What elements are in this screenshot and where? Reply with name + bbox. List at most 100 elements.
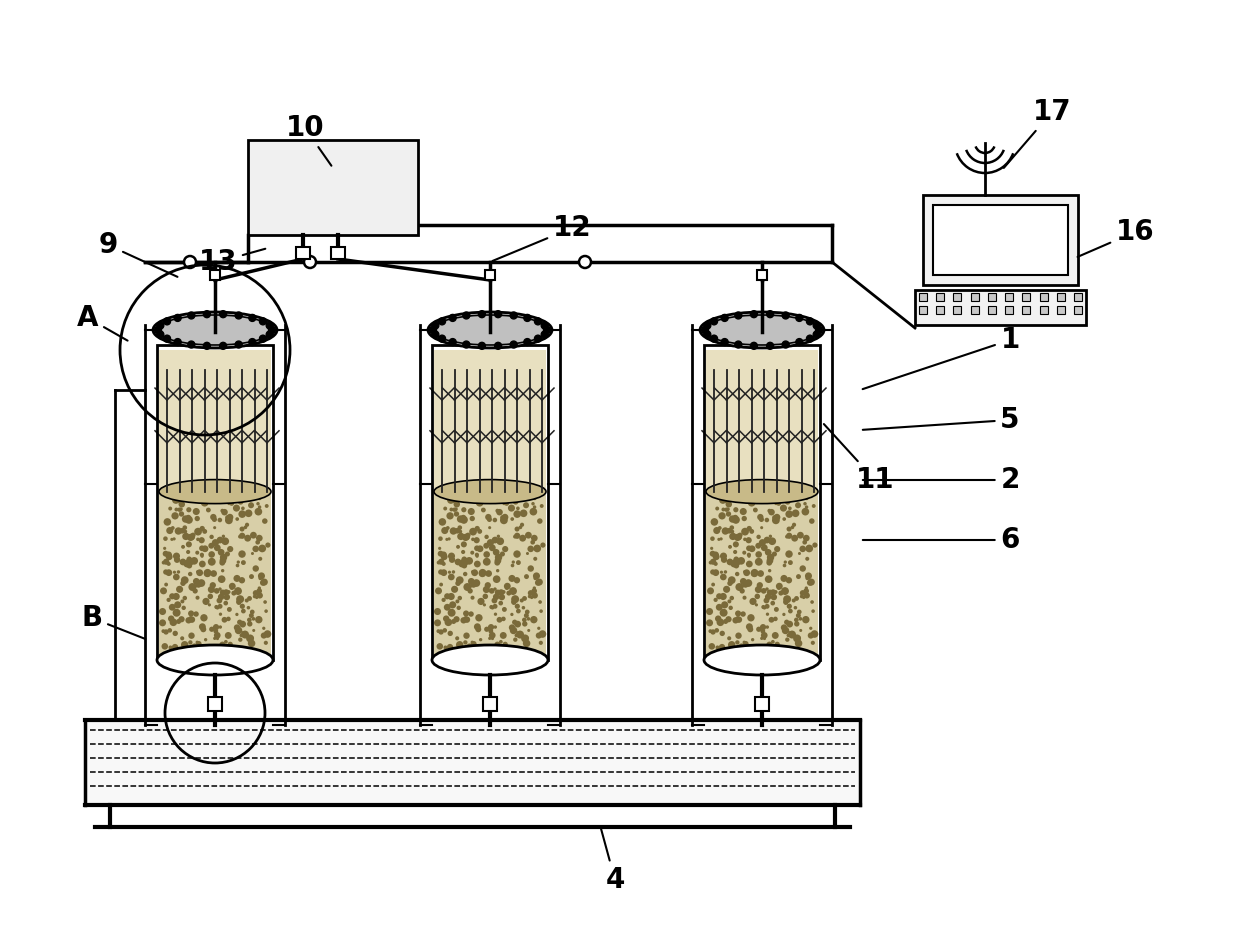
Circle shape [434,619,441,626]
Circle shape [543,327,551,333]
Circle shape [474,623,481,630]
Circle shape [523,503,529,508]
Ellipse shape [701,312,825,348]
Circle shape [453,586,455,590]
Circle shape [181,606,186,610]
Circle shape [500,515,505,521]
Circle shape [730,560,738,567]
Circle shape [200,545,205,551]
Circle shape [475,553,479,557]
Circle shape [464,640,467,645]
Circle shape [257,593,263,598]
Ellipse shape [706,480,818,504]
Circle shape [733,558,742,565]
Circle shape [507,487,511,492]
Text: 2: 2 [863,466,1019,494]
Circle shape [758,514,764,521]
Circle shape [787,495,794,501]
Circle shape [169,593,175,599]
Circle shape [503,582,511,590]
Circle shape [755,586,761,593]
Circle shape [769,535,773,538]
Circle shape [739,643,744,649]
Circle shape [477,529,482,534]
Circle shape [713,569,719,576]
Bar [1006,293,1013,301]
Circle shape [184,530,187,534]
Circle shape [743,497,746,500]
Circle shape [494,587,497,591]
Circle shape [196,641,202,647]
Circle shape [723,586,730,593]
Circle shape [735,341,742,348]
Circle shape [465,645,469,648]
Ellipse shape [159,480,272,504]
Circle shape [227,590,231,594]
Circle shape [213,632,221,638]
Circle shape [717,538,720,541]
Circle shape [167,616,175,622]
Bar [988,306,996,314]
Circle shape [203,569,212,577]
Circle shape [781,624,787,631]
Circle shape [526,552,529,555]
Circle shape [795,503,801,508]
Circle shape [434,608,441,615]
Circle shape [541,542,546,548]
Circle shape [771,551,777,557]
Circle shape [440,521,444,524]
Circle shape [498,600,503,605]
Circle shape [733,618,739,623]
Circle shape [738,645,740,648]
Circle shape [711,537,714,541]
Circle shape [711,547,713,550]
Circle shape [259,335,267,342]
Circle shape [217,648,224,656]
Circle shape [796,574,801,580]
Circle shape [807,579,815,585]
Circle shape [510,648,517,656]
Circle shape [461,550,465,554]
Circle shape [733,515,738,521]
Circle shape [490,605,494,609]
Circle shape [495,590,501,596]
Circle shape [502,546,508,552]
Circle shape [172,571,176,574]
Circle shape [241,609,246,614]
Circle shape [432,322,439,329]
Circle shape [786,577,792,583]
Circle shape [210,514,217,521]
Circle shape [469,491,474,496]
Circle shape [728,580,733,586]
Circle shape [474,537,480,543]
Circle shape [188,633,195,639]
Bar [936,293,944,301]
Circle shape [212,517,217,522]
Circle shape [744,580,753,587]
Circle shape [527,629,531,632]
Circle shape [458,525,463,530]
Bar [756,270,768,280]
Circle shape [236,312,242,319]
Circle shape [226,515,231,521]
Circle shape [531,502,534,505]
Text: A: A [77,304,128,341]
Circle shape [794,606,797,610]
Circle shape [448,609,455,617]
Circle shape [166,527,174,534]
Circle shape [479,569,486,577]
Circle shape [801,508,810,516]
Circle shape [500,632,507,639]
Circle shape [497,535,500,538]
Circle shape [156,331,164,338]
Circle shape [208,603,211,606]
Circle shape [722,527,729,535]
Circle shape [213,629,218,634]
Circle shape [188,617,195,623]
Circle shape [479,342,485,350]
Circle shape [170,618,177,626]
Circle shape [446,526,450,530]
Circle shape [267,331,273,338]
Circle shape [738,557,745,564]
Circle shape [187,534,195,541]
